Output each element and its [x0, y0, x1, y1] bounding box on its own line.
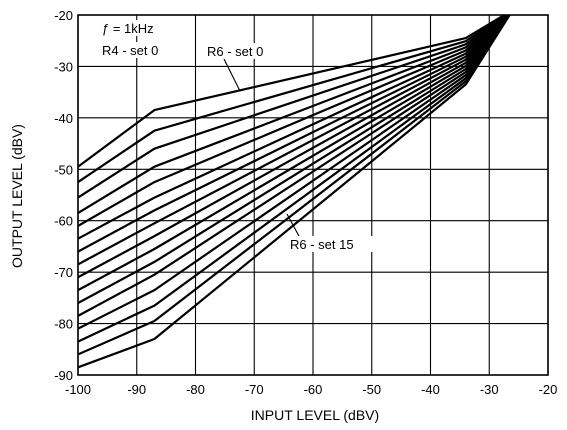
- x-tick-label-8: -20: [539, 382, 558, 397]
- x-axis-title: INPUT LEVEL (dBV): [251, 407, 379, 423]
- y-axis-title: OUTPUT LEVEL (dBV): [9, 124, 25, 268]
- x-tick-label-0: -100: [65, 382, 91, 397]
- series-line-0: [78, 15, 507, 168]
- series-line-4: [78, 15, 509, 227]
- x-tick-label-2: -80: [186, 382, 205, 397]
- r6-set15-annotation: R6 - set 15: [290, 237, 354, 252]
- x-tick-label-5: -50: [362, 382, 381, 397]
- x-tick-label-4: -60: [304, 382, 323, 397]
- x-tick-label-3: -70: [245, 382, 264, 397]
- r4-annotation: R4 - set 0: [102, 43, 158, 58]
- y-tick-label-1: -30: [54, 59, 73, 74]
- x-tick-label-7: -30: [480, 382, 499, 397]
- y-tick-label-3: -50: [54, 162, 73, 177]
- r6-set0-annotation: R6 - set 0: [207, 44, 263, 59]
- x-tick-label-6: -40: [421, 382, 440, 397]
- y-tick-label-7: -90: [54, 368, 73, 383]
- y-tick-label-4: -60: [54, 214, 73, 229]
- plot-frame: [77, 14, 549, 376]
- r6-set15-label-bg: [287, 236, 377, 252]
- freq-annotation: ƒ = 1kHz: [102, 21, 154, 36]
- annotation-leaders: [223, 58, 301, 239]
- r6-set0-leader: [223, 58, 241, 92]
- series-line-1: [78, 15, 508, 184]
- y-tick-labels: -20 -30 -40 -50 -60 -70 -80 -90: [54, 8, 73, 383]
- r6-set0-label-bg: [204, 43, 282, 59]
- freq-label-bg: [98, 20, 178, 36]
- y-tick-label-6: -80: [54, 317, 73, 332]
- grid: [77, 14, 549, 376]
- x-tick-labels: -100 -90 -80 -70 -60 -50 -40 -30 -20: [65, 382, 557, 397]
- series-line-15: [78, 15, 511, 369]
- x-tick-label-1: -90: [127, 382, 146, 397]
- r4-label-bg: [98, 42, 178, 58]
- series-line-3: [78, 15, 509, 214]
- y-tick-label-2: -40: [54, 111, 73, 126]
- y-tick-label-0: -20: [54, 8, 73, 23]
- r6-set15-leader: [286, 213, 301, 239]
- series-line-2: [78, 15, 508, 199]
- y-tick-label-5: -70: [54, 265, 73, 280]
- series-group: [78, 15, 511, 369]
